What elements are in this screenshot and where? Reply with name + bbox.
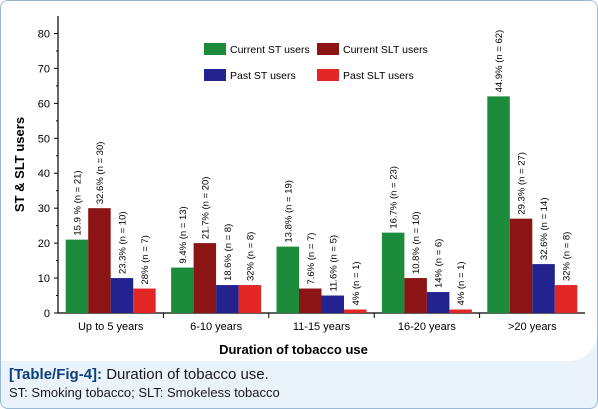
bar-3-5 [532, 264, 555, 313]
x-axis-title: Duration of tobacco use [219, 342, 368, 357]
data-label: 32% (n = 8) [562, 232, 573, 281]
bar-3-3 [321, 295, 344, 313]
bar-2-4 [404, 278, 427, 313]
caption-title: Duration of tobacco use. [102, 366, 269, 383]
bar-1-2 [171, 267, 194, 313]
data-label: 32.6% (n = 14) [539, 197, 550, 260]
legend-swatch [204, 43, 226, 55]
data-label: 28% (n = 7) [140, 235, 151, 284]
data-label: 29.3% (n = 27) [517, 152, 528, 215]
bar-2-3 [299, 288, 322, 313]
legend-swatch [317, 69, 339, 81]
data-label: 14% (n = 6) [434, 239, 445, 288]
x-tick-label: 6-10 years [190, 321, 242, 333]
data-label: 9.4% (n = 13) [178, 206, 189, 263]
y-tick-label: 60 [38, 98, 50, 110]
bar-4-4 [449, 309, 472, 313]
data-label: 4% (n = 1) [456, 261, 467, 305]
bar-chart: 0 10 20 30 40 50 60 70 80 ST & SLT users 15.9 % (n… [12, 16, 585, 357]
y-tick-label: 30 [38, 203, 50, 215]
data-label: 11.6% (n = 5) [328, 235, 339, 292]
data-label: 10.8% (n = 10) [411, 211, 422, 274]
bar-3-4 [426, 292, 450, 313]
caption-tag: [Table/Fig-4]: [9, 366, 103, 383]
y-axis-title: ST & SLT users [12, 117, 27, 212]
data-label: 44.9% (n = 62) [494, 30, 505, 93]
bar-4-1 [133, 288, 156, 313]
x-tick-label: >20 years [508, 321, 557, 333]
y-tick-label: 40 [38, 168, 50, 180]
caption-note: ST: Smoking tobacco; SLT: Smokeless toba… [9, 385, 280, 400]
bar-1-4 [381, 232, 405, 313]
data-label: 21.7% (n = 20) [200, 177, 211, 240]
bar-2-2 [193, 243, 217, 313]
bar-1-3 [276, 246, 299, 313]
y-tick-label: 50 [38, 133, 50, 145]
legend-label: Current SLT users [343, 44, 428, 56]
data-label: 4% (n = 1) [351, 261, 362, 305]
x-tick-label: 16-20 years [398, 321, 457, 333]
y-tick-label: 0 [44, 308, 50, 320]
figure-caption: [Table/Fig-4]: Duration of tobacco use. … [9, 365, 589, 401]
data-label: 15.9 % (n = 21) [72, 170, 83, 235]
bar-1-5 [487, 96, 510, 313]
bar-2-5 [509, 218, 533, 313]
bar-1-1 [65, 239, 89, 313]
legend-label: Past SLT users [343, 70, 414, 82]
bar-3-2 [216, 285, 239, 313]
data-label: 32.6% (n = 30) [95, 142, 106, 205]
data-label: 7.6% (n = 7) [306, 233, 317, 285]
plot-panel: 0 10 20 30 40 50 60 70 80 ST & SLT users 15.9 % (n… [1, 1, 597, 361]
legend-swatch [204, 69, 226, 81]
legend-label: Current ST users [230, 44, 310, 56]
data-label: 13.8% (n = 19) [283, 180, 294, 243]
bar-4-3 [344, 309, 367, 313]
bar-2-1 [88, 208, 111, 313]
bar-3-1 [110, 278, 134, 313]
y-tick-label: 70 [38, 63, 50, 75]
data-label: 18.6% (n = 8) [223, 224, 234, 281]
bar-4-2 [238, 285, 262, 313]
y-tick-label: 80 [38, 28, 50, 40]
legend-label: Past ST users [230, 70, 296, 82]
legend-swatch [317, 43, 339, 55]
bar-4-5 [554, 285, 578, 313]
data-label: 32% (n = 8) [245, 232, 256, 281]
caption-title-line: [Table/Fig-4]: Duration of tobacco use. [9, 365, 589, 384]
data-label: 23.3% (n = 10) [117, 211, 128, 274]
y-tick-label: 10 [38, 273, 50, 285]
y-tick-label: 20 [38, 238, 50, 250]
x-tick-label: Up to 5 years [78, 321, 144, 333]
x-tick-label: 11-15 years [293, 321, 351, 333]
data-label: 16.7% (n = 23) [389, 166, 400, 229]
